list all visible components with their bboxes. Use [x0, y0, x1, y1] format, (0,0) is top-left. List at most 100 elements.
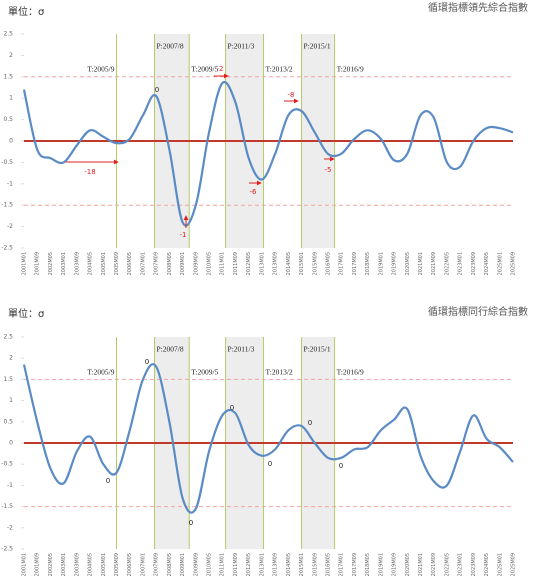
x-tick-label: 2007M09	[154, 252, 160, 275]
x-tick-label: 2020M05	[405, 252, 411, 275]
x-tick-label: 2020M05	[405, 553, 411, 576]
x-tick-label: 2022M05	[444, 553, 450, 576]
x-tick-label: 2006M05	[127, 553, 133, 576]
y-tick-label: 2.5	[3, 334, 13, 341]
turning-label: P:2007/8	[157, 42, 184, 51]
x-tick-label: 2005M01	[101, 553, 107, 576]
y-tick-label: -1.5	[1, 202, 13, 209]
x-tick-label: 2006M05	[127, 252, 133, 275]
x-tick-label: 2005M09	[114, 252, 120, 275]
x-tick-label: 2019M01	[378, 553, 384, 576]
y-tick-label: 1	[9, 397, 13, 404]
x-tick-label: 2001M09	[35, 553, 41, 576]
y-tick-label: 0	[9, 138, 13, 145]
x-tick-label: 2018M05	[365, 252, 371, 275]
turning-label: P:2011/3	[228, 345, 255, 354]
y-tick-label: 0	[9, 440, 13, 447]
x-tick-label: 2013M09	[273, 252, 279, 275]
x-tick-label: 2007M01	[140, 553, 146, 576]
x-tick-label: 2021M09	[431, 252, 437, 275]
x-tick-label: 2016M05	[325, 553, 331, 576]
y-tick-label: -2	[7, 524, 13, 531]
x-tick-label: 2008M05	[167, 252, 173, 275]
x-tick-label: 2009M09	[193, 553, 199, 576]
x-tick-label: 2024M05	[484, 252, 490, 275]
y-tick-label: 2	[9, 355, 13, 362]
x-tick-label: 2001M01	[22, 553, 28, 576]
chart-title: 循環指標領先綜合指數	[428, 1, 528, 14]
x-tick-label: 2005M09	[114, 553, 120, 576]
x-tick-label: 2004M05	[88, 252, 94, 275]
series-line	[22, 363, 514, 514]
turning-label: T:2016/9	[337, 65, 364, 74]
x-tick-label: 2017M01	[339, 553, 345, 576]
y-tick-label: 0.5	[3, 116, 13, 123]
x-tick-label: 2003M01	[61, 252, 67, 275]
turning-label: P:2015/1	[304, 42, 331, 51]
annotation: 0	[308, 419, 312, 427]
x-tick-label: 2021M01	[418, 252, 424, 275]
x-tick-label: 2004M05	[88, 553, 94, 576]
annotation: 0	[268, 460, 272, 468]
y-tick-label: 1.5	[3, 376, 13, 383]
turning-label: T:2013/2	[266, 65, 293, 74]
annotation: -1	[180, 231, 187, 239]
x-tick-label: 2025M09	[511, 252, 517, 275]
x-tick-label: 2021M01	[418, 553, 424, 576]
x-tick-label: 2010M05	[207, 252, 213, 275]
x-tick-label: 2009M09	[193, 252, 199, 275]
x-tick-label: 2013M01	[259, 252, 265, 275]
x-tick-label: 2019M09	[392, 252, 398, 275]
x-tick-label: 2018M05	[365, 553, 371, 576]
x-tick-label: 2009M01	[180, 553, 186, 576]
x-tick-label: 2007M01	[140, 252, 146, 275]
turning-label: T:2009/5	[191, 65, 218, 74]
y-tick-label: 1.5	[3, 73, 13, 80]
annotation: 0	[230, 404, 234, 412]
x-tick-label: 2011M01	[220, 252, 226, 275]
x-tick-label: 2007M09	[154, 553, 160, 576]
x-tick-label: 2003M01	[61, 553, 67, 576]
x-tick-label: 2024M05	[484, 553, 490, 576]
x-tick-label: 2013M01	[259, 553, 265, 576]
x-tick-label: 2008M05	[167, 553, 173, 576]
turning-label: T:2016/9	[337, 368, 364, 377]
turning-label: P:2011/3	[228, 42, 255, 51]
x-tick-label: 2009M01	[180, 252, 186, 275]
annotation: 0	[155, 86, 159, 94]
y-tick-label: -1	[7, 482, 13, 489]
x-tick-label: 2003M09	[74, 553, 80, 576]
x-tick-label: 2019M09	[392, 553, 398, 576]
x-tick-label: 2002M05	[48, 252, 54, 275]
x-tick-label: 2012M05	[246, 252, 252, 275]
x-tick-label: 2010M05	[207, 553, 213, 576]
turning-label: T:2013/2	[266, 368, 293, 377]
x-tick-label: 2019M01	[378, 252, 384, 275]
x-tick-label: 2013M09	[273, 553, 279, 576]
x-tick-label: 2023M01	[458, 252, 464, 275]
unit-label: 單位：σ	[8, 307, 45, 320]
x-tick-label: 2021M09	[431, 553, 437, 576]
y-tick-label: 0.5	[3, 418, 13, 425]
x-tick-label: 2025M01	[497, 553, 503, 576]
turning-label: T:2005/9	[87, 368, 114, 377]
annotation: -2	[217, 65, 224, 73]
x-tick-label: 2003M09	[74, 252, 80, 275]
x-tick-label: 2023M09	[471, 252, 477, 275]
y-tick-label: -2.5	[1, 245, 13, 252]
turning-label: P:2015/1	[304, 345, 331, 354]
annotation: -8	[288, 91, 295, 99]
unit-label: 單位：σ	[8, 5, 45, 18]
annotation: -18	[84, 168, 95, 176]
x-tick-label: 2017M01	[339, 252, 345, 275]
annotation: -6	[250, 188, 258, 196]
x-tick-label: 2016M05	[325, 252, 331, 275]
x-tick-label: 2025M09	[511, 553, 517, 576]
x-tick-label: 2014M05	[286, 252, 292, 275]
x-tick-label: 2002M05	[48, 553, 54, 576]
x-tick-label: 2014M05	[286, 553, 292, 576]
x-tick-label: 2011M09	[233, 553, 239, 576]
y-tick-label: -1.5	[1, 503, 13, 510]
x-tick-label: 2005M01	[101, 252, 107, 275]
